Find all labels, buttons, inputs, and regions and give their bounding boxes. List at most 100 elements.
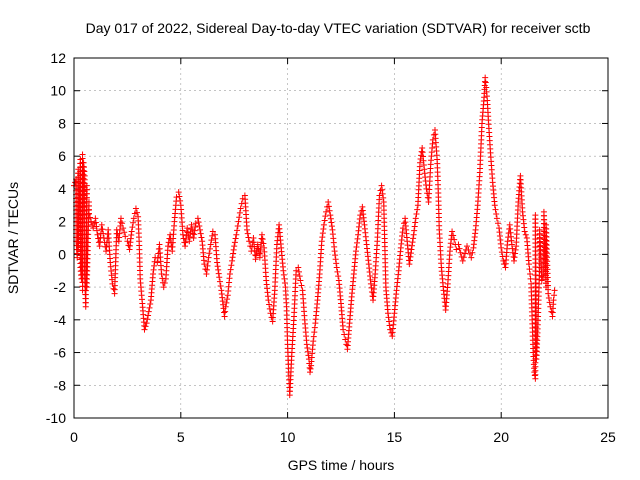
data-point (429, 140, 436, 147)
data-point (409, 242, 416, 249)
data-point (145, 308, 152, 315)
data-point (130, 215, 137, 222)
y-tick-label: 8 (58, 115, 66, 131)
data-point (464, 243, 471, 250)
data-point (214, 263, 221, 270)
data-point (512, 250, 519, 257)
data-point (526, 266, 533, 273)
y-tick-label: 6 (58, 148, 66, 164)
data-point (266, 301, 273, 308)
data-point (122, 233, 129, 240)
y-tick-label: -8 (54, 377, 67, 393)
data-point (436, 222, 443, 229)
data-point (213, 255, 220, 262)
x-tick-label: 20 (493, 429, 509, 445)
data-point (292, 271, 299, 278)
data-point (87, 214, 94, 221)
data-point (288, 353, 295, 360)
y-tick-label: -4 (54, 312, 67, 328)
data-point (227, 266, 234, 273)
x-tick-label: 0 (70, 429, 78, 445)
data-point (368, 284, 375, 291)
data-point (531, 372, 538, 379)
data-point (296, 273, 303, 280)
data-point (493, 215, 500, 222)
data-point (485, 113, 492, 120)
data-point (85, 206, 92, 213)
data-point (196, 223, 203, 229)
y-tick-label: 12 (50, 50, 66, 66)
data-point (194, 215, 201, 222)
data-point (511, 257, 518, 264)
x-tick-label: 5 (177, 429, 185, 445)
data-point (430, 131, 437, 138)
data-point (403, 234, 410, 241)
x-tick-label: 15 (387, 429, 403, 445)
data-point (529, 312, 536, 319)
data-point (236, 209, 243, 216)
data-point (512, 246, 519, 253)
x-axis-label: GPS time / hours (288, 457, 395, 473)
data-point (391, 314, 398, 321)
y-tick-label: -2 (54, 279, 67, 295)
data-point (107, 255, 114, 262)
data-point (281, 280, 288, 286)
data-point (297, 277, 304, 284)
data-point (327, 215, 334, 222)
data-point (220, 301, 227, 308)
data-point (411, 227, 418, 234)
data-point (171, 222, 178, 229)
data-point (283, 299, 290, 306)
data-point (457, 249, 464, 256)
data-point (216, 274, 223, 281)
data-point (217, 283, 224, 289)
data-point (252, 252, 259, 259)
data-point (337, 296, 344, 303)
data-point (352, 251, 359, 258)
data-point (99, 226, 106, 233)
data-point (444, 284, 451, 291)
data-point (545, 295, 552, 301)
data-point (522, 231, 529, 238)
data-point (228, 262, 235, 269)
data-point (534, 333, 541, 340)
data-point (179, 227, 186, 234)
data-point (215, 266, 222, 273)
data-point (203, 266, 210, 273)
data-point (326, 207, 333, 214)
data-point (465, 247, 472, 253)
data-point (295, 268, 302, 275)
data-point (356, 216, 363, 223)
data-point (266, 305, 273, 312)
data-point (407, 253, 414, 260)
data-point (158, 266, 165, 273)
data-point (304, 348, 311, 355)
data-point (304, 345, 311, 352)
data-point (226, 275, 233, 282)
data-point (384, 306, 391, 313)
data-point (538, 273, 545, 280)
data-point (361, 218, 368, 225)
data-point (354, 235, 361, 242)
data-point (142, 323, 149, 330)
data-point (382, 280, 389, 287)
data-point (509, 245, 516, 252)
data-point (327, 212, 334, 219)
data-point (224, 296, 231, 303)
data-point (149, 274, 156, 281)
data-point (147, 301, 154, 307)
data-point (191, 231, 198, 238)
data-point (521, 224, 528, 231)
data-point (186, 238, 193, 245)
data-point (459, 257, 466, 264)
data-point (321, 217, 328, 224)
data-point (363, 237, 370, 244)
data-point (413, 211, 420, 217)
data-point (273, 245, 280, 252)
data-point (301, 312, 308, 319)
data-point (281, 275, 288, 282)
data-point (412, 219, 419, 226)
data-point (410, 235, 417, 242)
data-point (406, 257, 413, 264)
data-point (121, 229, 128, 236)
